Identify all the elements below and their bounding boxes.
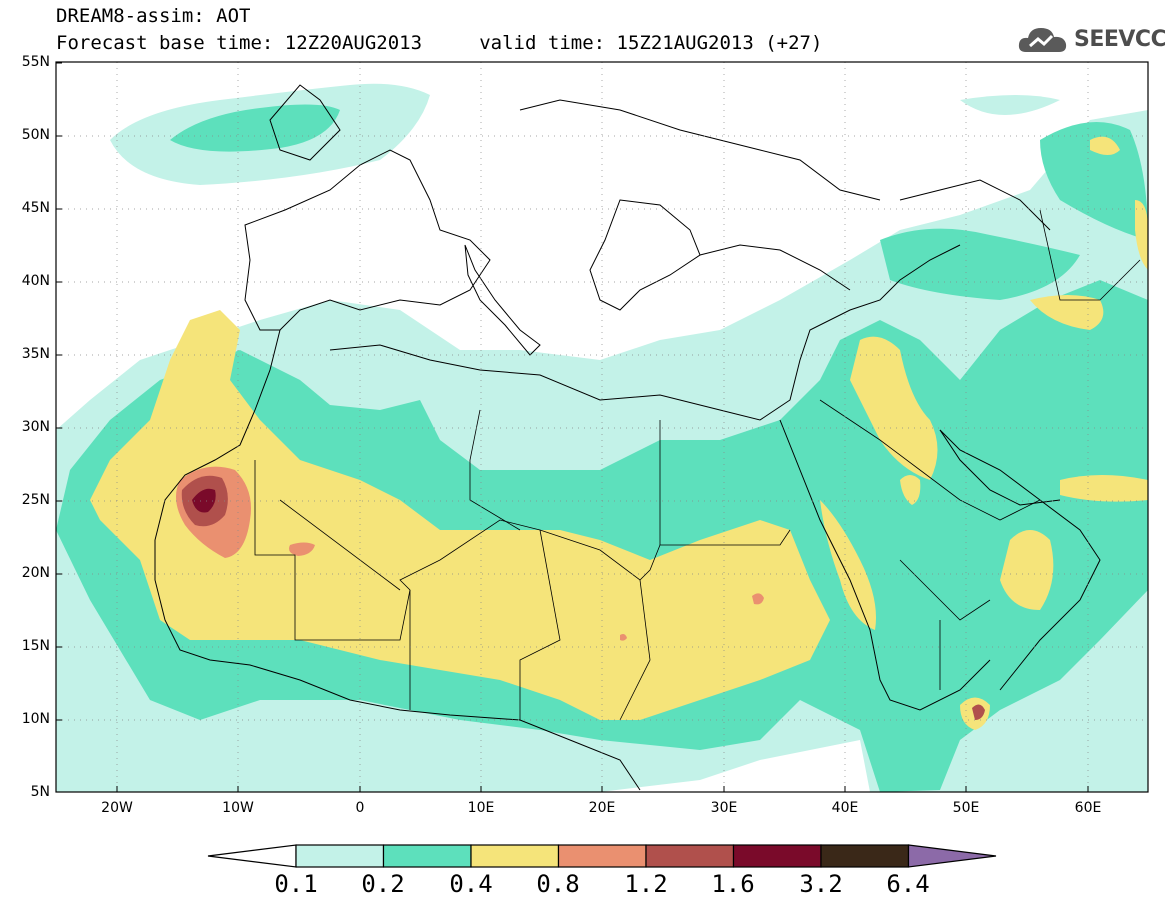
colorbar-label: 3.2 xyxy=(799,870,843,898)
lat-label: 30N xyxy=(21,419,50,435)
lon-label: 50E xyxy=(952,800,980,816)
lat-label: 35N xyxy=(21,346,50,362)
seevccc-logo: SEEVCCC xyxy=(1016,22,1165,56)
lon-label: 20E xyxy=(588,800,616,816)
lat-label: 55N xyxy=(21,54,50,70)
map-title: DREAM8-assim: AOT xyxy=(56,5,251,27)
axis-ticks xyxy=(56,62,1089,792)
colorbar-swatch xyxy=(470,844,560,868)
colorbar-label: 0.4 xyxy=(449,870,493,898)
colorbar-label: 0.1 xyxy=(274,870,318,898)
colorbar-label: 1.2 xyxy=(624,870,668,898)
colorbar-label: 1.6 xyxy=(711,870,755,898)
colorbar xyxy=(207,844,997,868)
lon-label: 10E xyxy=(467,800,495,816)
lon-label: 0 xyxy=(355,800,365,816)
lat-label: 40N xyxy=(21,273,50,289)
lon-label: 10W xyxy=(222,800,254,816)
coastlines xyxy=(154,84,1101,791)
lon-label: 40E xyxy=(831,800,859,816)
lat-label: 50N xyxy=(21,127,50,143)
lat-label: 25N xyxy=(21,492,50,508)
lon-label: 20W xyxy=(101,800,133,816)
colorbar-low-arrow xyxy=(207,844,297,868)
political-borders xyxy=(254,209,1141,721)
colorbar-swatch xyxy=(295,844,385,868)
colorbar-swatch xyxy=(645,844,735,868)
colorbar-label: 0.8 xyxy=(536,870,580,898)
colorbar-swatch xyxy=(557,844,647,868)
lat-label: 10N xyxy=(21,711,50,727)
lat-label: 20N xyxy=(21,565,50,581)
gridlines xyxy=(56,62,1148,792)
lat-label: 5N xyxy=(30,784,50,800)
colorbar-swatch xyxy=(732,844,822,868)
colorbar-swatch xyxy=(820,844,910,868)
colorbar-label: 6.4 xyxy=(886,870,930,898)
colorbar-swatch xyxy=(382,844,472,868)
colorbar-label: 0.2 xyxy=(361,870,405,898)
aot-fields xyxy=(56,83,1148,792)
lon-label: 30E xyxy=(710,800,738,816)
logo-text: SEEVCCC xyxy=(1074,26,1165,52)
colorbar-high-arrow xyxy=(907,844,997,868)
cloud-icon xyxy=(1018,28,1067,52)
lat-label: 15N xyxy=(21,638,50,654)
aot-level-6 xyxy=(192,488,216,513)
map-subtitle: Forecast base time: 12Z20AUG2013 valid t… xyxy=(56,32,823,54)
lon-label: 60E xyxy=(1074,800,1102,816)
lat-label: 45N xyxy=(21,200,50,216)
